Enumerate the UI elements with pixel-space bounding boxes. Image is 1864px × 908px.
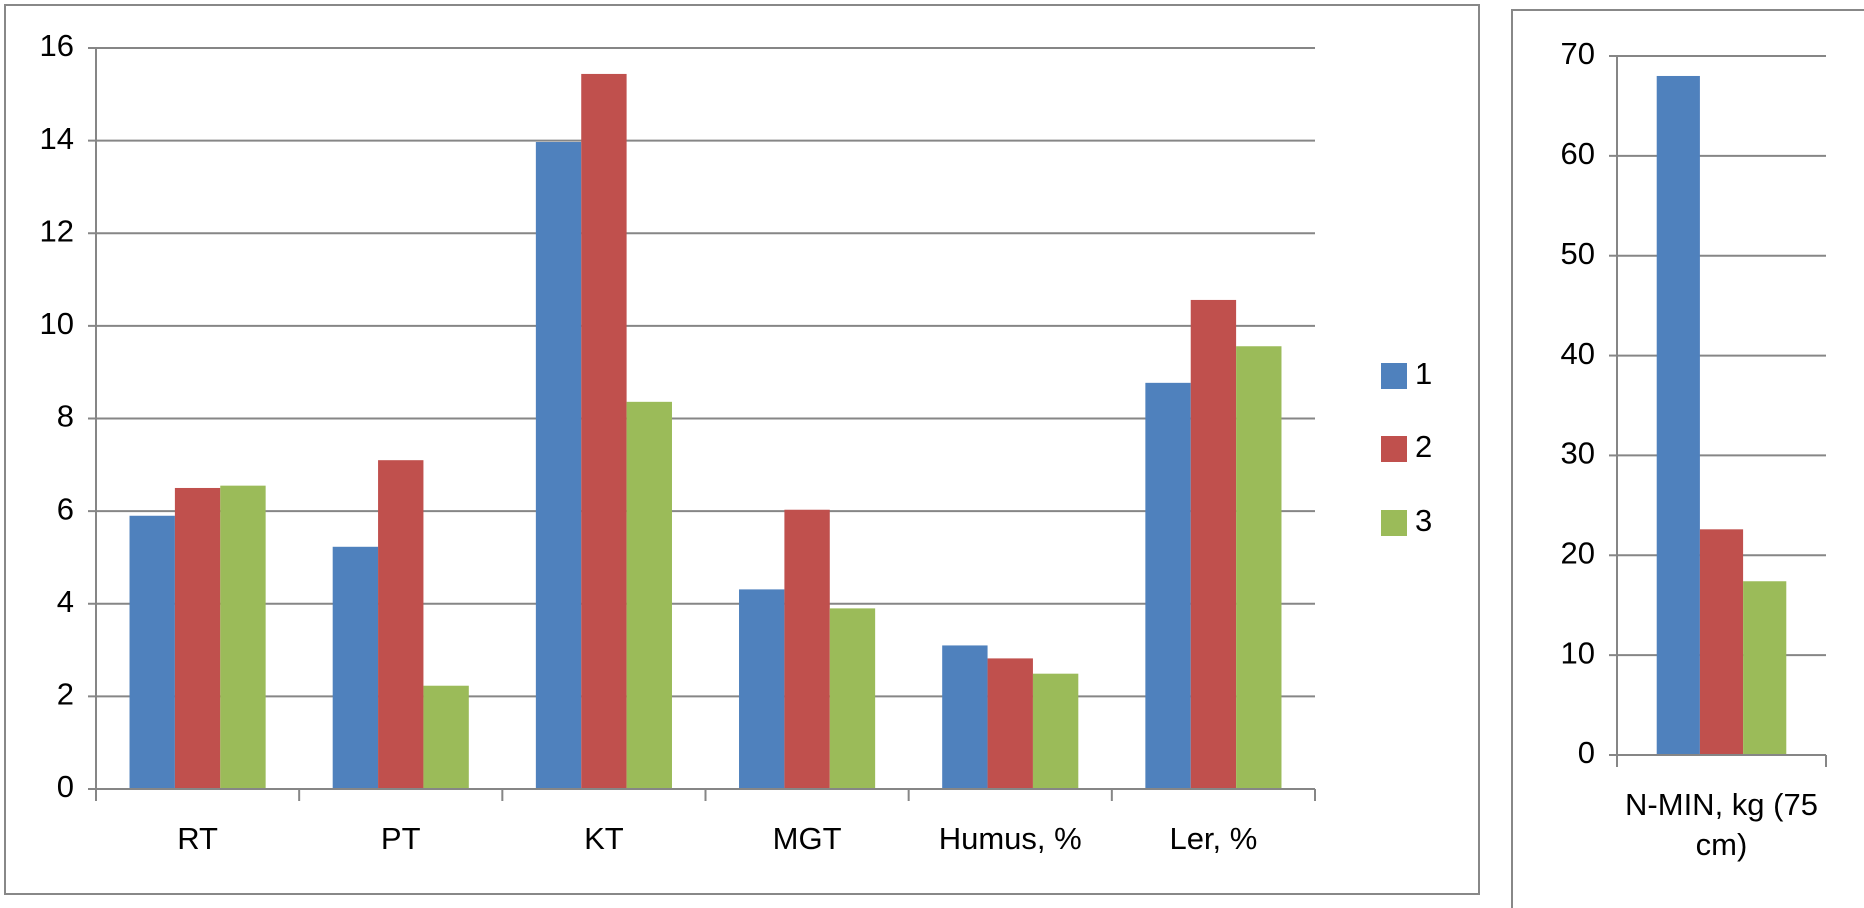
y-tick-label: 20 — [1561, 535, 1595, 570]
x-tick-label: Ler, % — [1169, 821, 1258, 856]
chart-frame — [4, 4, 1480, 895]
bar — [378, 460, 424, 789]
y-tick-label: 16 — [40, 28, 74, 63]
legend-swatch — [1381, 510, 1407, 536]
bar — [581, 73, 627, 789]
x-tick-label: MGT — [772, 821, 842, 856]
y-tick-label: 2 — [57, 677, 74, 712]
bar — [1190, 299, 1237, 789]
x-tick-label: KT — [584, 821, 624, 856]
bar — [535, 142, 582, 789]
legend-swatch — [1381, 436, 1407, 462]
bar — [739, 589, 785, 789]
bar — [129, 515, 175, 789]
y-tick-label: 70 — [1561, 36, 1595, 71]
y-tick-label: 60 — [1561, 136, 1595, 171]
bar — [1032, 673, 1079, 789]
bar — [942, 645, 988, 789]
x-tick-label: PT — [380, 821, 421, 856]
bar — [829, 608, 876, 789]
bar — [332, 546, 379, 789]
y-tick-label: 0 — [57, 769, 74, 804]
y-tick-label: 10 — [40, 306, 74, 341]
x-tick-label: N-MIN, kg (75 cm) — [1625, 787, 1818, 862]
chart-frame — [1511, 9, 1864, 908]
bar — [626, 401, 672, 789]
bar — [1699, 529, 1744, 755]
legend-label: 1 — [1415, 356, 1432, 391]
y-tick-label: 50 — [1561, 236, 1595, 271]
bar — [987, 658, 1033, 789]
bar — [174, 487, 221, 789]
bar — [1656, 75, 1700, 755]
x-tick-label: Humus, % — [938, 821, 1082, 856]
bar — [784, 509, 830, 789]
legend-label: 2 — [1415, 429, 1432, 464]
bar — [1743, 581, 1787, 755]
y-tick-label: 8 — [57, 399, 74, 434]
bar — [220, 485, 266, 789]
y-tick-label: 40 — [1561, 336, 1595, 371]
y-tick-label: 10 — [1561, 635, 1595, 670]
legend-label: 3 — [1415, 503, 1432, 538]
bar — [1236, 346, 1282, 789]
y-tick-label: 12 — [40, 213, 74, 248]
bar — [423, 685, 469, 789]
y-tick-label: 6 — [57, 491, 74, 526]
y-tick-label: 0 — [1578, 735, 1595, 770]
bar — [1145, 382, 1191, 789]
y-tick-label: 4 — [57, 584, 74, 619]
y-tick-label: 30 — [1561, 436, 1595, 471]
x-tick-label: RT — [177, 821, 218, 856]
y-tick-label: 14 — [40, 121, 74, 156]
legend-swatch — [1381, 363, 1407, 389]
